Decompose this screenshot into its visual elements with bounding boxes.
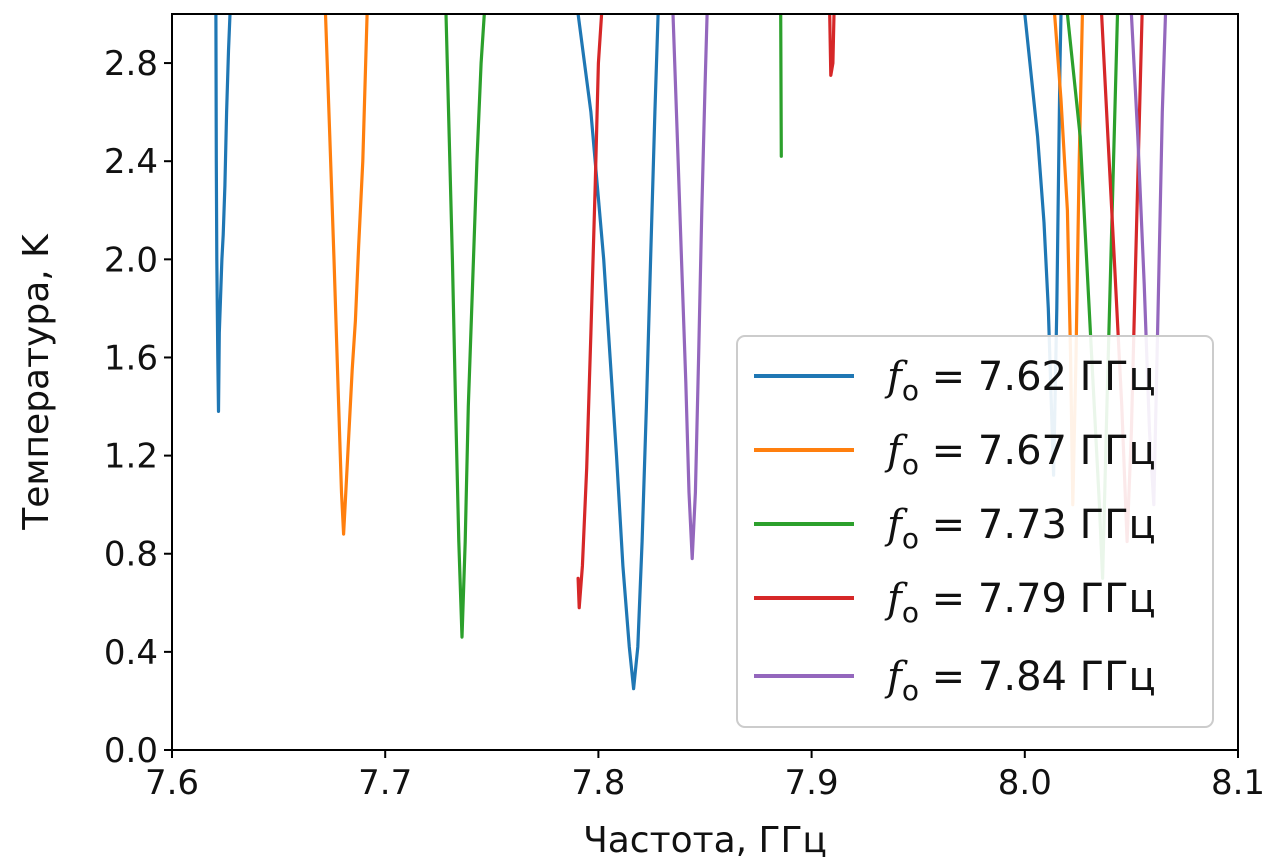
legend-value: = 7.84 ГГц — [919, 654, 1156, 700]
legend-label-1: fo = 7.67 ГГц — [884, 428, 1156, 481]
series-2-segment-0 — [444, 14, 486, 639]
y-axis-title: Температура, K — [16, 233, 57, 531]
legend-value: = 7.62 ГГц — [919, 354, 1156, 400]
y-tick-label: 0.4 — [104, 633, 158, 673]
legend-subscript: o — [902, 374, 919, 407]
series-3-segment-1 — [828, 14, 836, 77]
legend-subscript: o — [902, 674, 919, 707]
x-tick-label: 7.7 — [358, 763, 412, 803]
legend-subscript: o — [902, 522, 919, 555]
y-tick-label: 1.6 — [104, 338, 158, 378]
y-tick-label: 0.0 — [104, 731, 158, 771]
legend-subscript: o — [902, 596, 919, 629]
legend-value: = 7.67 ГГц — [919, 428, 1156, 474]
y-axis: 0.0 0.4 0.8 1.2 1.6 2.0 2.4 2.8 — [104, 44, 172, 771]
y-tick-label: 2.0 — [104, 240, 158, 280]
legend-label-2: fo = 7.73 ГГц — [884, 502, 1156, 555]
series-3-segment-0 — [576, 14, 604, 610]
series-0-segment-1 — [576, 14, 660, 691]
y-tick-label: 2.8 — [104, 44, 158, 84]
series-1-segment-0 — [323, 14, 369, 536]
x-tick-label: 8.1 — [1211, 763, 1265, 803]
legend: fo = 7.62 ГГц fo = 7.67 ГГц fo = 7.73 ГГц f… — [736, 335, 1214, 728]
series-0-segment-0 — [214, 14, 232, 413]
x-tick-label: 7.9 — [785, 763, 839, 803]
x-tick-label: 8.0 — [998, 763, 1052, 803]
x-tick-label: 7.8 — [571, 763, 625, 803]
legend-subscript: o — [902, 448, 919, 481]
y-tick-label: 2.4 — [104, 142, 158, 182]
y-tick-label: 1.2 — [104, 437, 158, 477]
legend-label-3: fo = 7.79 ГГц — [884, 576, 1156, 629]
legend-value: = 7.73 ГГц — [919, 502, 1156, 548]
y-tick-label: 0.8 — [104, 535, 158, 575]
legend-label-4: fo = 7.84 ГГц — [884, 654, 1156, 707]
series-2-segment-1 — [779, 14, 783, 158]
x-axis-title: Частота, ГГц — [583, 820, 827, 861]
series-4-segment-0 — [671, 14, 709, 561]
x-axis: 7.6 7.7 7.8 7.9 8.0 8.1 — [145, 750, 1265, 803]
legend-label-0: fo = 7.62 ГГц — [884, 354, 1156, 407]
legend-value: = 7.79 ГГц — [919, 576, 1156, 622]
x-tick-label: 7.6 — [145, 763, 199, 803]
legend-box — [736, 335, 1214, 728]
plot-frame — [171, 13, 1239, 751]
